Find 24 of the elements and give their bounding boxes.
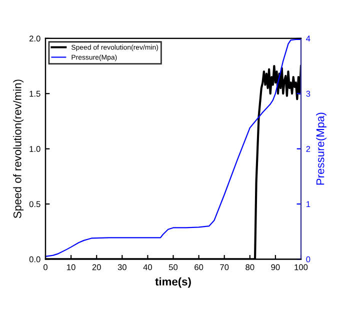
y-tick-label: 1.0 <box>30 146 40 152</box>
y2-tick-label: 2 <box>306 146 310 152</box>
x-tick-label: 20 <box>92 264 101 270</box>
y2-tick-label: 1 <box>306 201 310 208</box>
y-tick-label: 0.5 <box>29 201 40 208</box>
x-tick-label: 0 <box>44 264 48 270</box>
x-tick-label: 90 <box>271 264 280 270</box>
x-tick-label: 80 <box>246 264 254 270</box>
y2-tick-label: 0 <box>306 256 310 262</box>
x-tick-label: 100 <box>294 264 308 270</box>
y2-axis-title: Pressure(Mpa) <box>316 112 326 185</box>
y2-tick-label: 4 <box>306 36 310 42</box>
y-tick-label: 2.0 <box>29 36 40 42</box>
y-tick-label: 1.5 <box>30 90 40 97</box>
x-axis-title: time(s) <box>155 277 191 288</box>
x-tick-label: 70 <box>220 264 229 270</box>
x-tick-label: 50 <box>168 264 178 270</box>
y-axis-title: Speed of revolution(rev/min) <box>13 80 24 218</box>
x-tick-label: 60 <box>194 264 204 270</box>
x-tick-label: 10 <box>67 264 76 270</box>
x-tick-label: 30 <box>118 264 126 270</box>
y-tick-label: 0.0 <box>29 256 40 262</box>
y2-tick-label: 3 <box>306 90 310 97</box>
x-tick-label: 40 <box>143 264 152 270</box>
